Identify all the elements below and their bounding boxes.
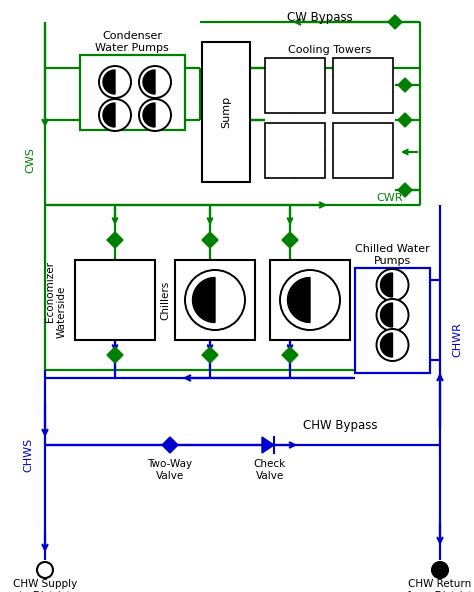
Bar bbox=[202, 42, 250, 182]
Text: CHW Return
from District: CHW Return from District bbox=[407, 579, 473, 592]
Text: Two-Way
Valve: Two-Way Valve bbox=[147, 459, 192, 481]
Polygon shape bbox=[262, 437, 274, 453]
Polygon shape bbox=[202, 347, 218, 355]
Circle shape bbox=[139, 99, 171, 131]
Polygon shape bbox=[398, 113, 412, 120]
Text: Chilled Water
Pumps: Chilled Water Pumps bbox=[355, 244, 430, 266]
Polygon shape bbox=[381, 333, 392, 357]
Polygon shape bbox=[202, 232, 218, 240]
Polygon shape bbox=[103, 70, 115, 94]
Circle shape bbox=[139, 66, 171, 98]
Polygon shape bbox=[388, 22, 402, 29]
Polygon shape bbox=[202, 240, 218, 248]
Polygon shape bbox=[282, 355, 298, 363]
Bar bbox=[333, 123, 393, 178]
Circle shape bbox=[99, 66, 131, 98]
Text: CWS: CWS bbox=[25, 147, 35, 173]
Polygon shape bbox=[162, 445, 178, 453]
Circle shape bbox=[99, 99, 131, 131]
Polygon shape bbox=[143, 103, 155, 127]
Text: Check
Valve: Check Valve bbox=[254, 459, 286, 481]
Text: CW Bypass: CW Bypass bbox=[287, 11, 353, 24]
Circle shape bbox=[376, 329, 409, 361]
Bar bbox=[265, 123, 325, 178]
Polygon shape bbox=[381, 273, 392, 297]
Bar bbox=[75, 260, 155, 340]
Polygon shape bbox=[398, 120, 412, 127]
Circle shape bbox=[185, 270, 245, 330]
Circle shape bbox=[280, 270, 340, 330]
Bar bbox=[80, 55, 185, 130]
Text: Sump: Sump bbox=[221, 96, 231, 128]
Text: CHW Supply
to District: CHW Supply to District bbox=[13, 579, 77, 592]
Bar bbox=[355, 268, 430, 373]
Text: Chillers: Chillers bbox=[160, 281, 170, 320]
Text: CHWS: CHWS bbox=[23, 438, 33, 472]
Bar bbox=[265, 58, 325, 113]
Circle shape bbox=[432, 562, 448, 578]
Polygon shape bbox=[282, 347, 298, 355]
Text: Condenser
Water Pumps: Condenser Water Pumps bbox=[95, 31, 169, 53]
Circle shape bbox=[376, 269, 409, 301]
Text: Economizer: Economizer bbox=[45, 262, 55, 323]
Text: Cooling Towers: Cooling Towers bbox=[288, 45, 372, 55]
Polygon shape bbox=[398, 78, 412, 85]
Polygon shape bbox=[103, 103, 115, 127]
Text: CWR: CWR bbox=[377, 193, 403, 203]
Polygon shape bbox=[398, 85, 412, 92]
Polygon shape bbox=[107, 355, 123, 363]
Polygon shape bbox=[107, 240, 123, 248]
Bar bbox=[270, 260, 350, 340]
Text: Waterside: Waterside bbox=[57, 286, 67, 338]
Text: CHWR: CHWR bbox=[452, 323, 462, 358]
Text: CHW Bypass: CHW Bypass bbox=[303, 419, 377, 432]
Polygon shape bbox=[162, 437, 178, 445]
Polygon shape bbox=[388, 15, 402, 22]
Polygon shape bbox=[143, 70, 155, 94]
Polygon shape bbox=[107, 232, 123, 240]
Bar bbox=[175, 260, 255, 340]
Circle shape bbox=[376, 299, 409, 331]
Polygon shape bbox=[398, 190, 412, 197]
Polygon shape bbox=[107, 347, 123, 355]
Polygon shape bbox=[192, 278, 215, 323]
Polygon shape bbox=[398, 183, 412, 190]
Polygon shape bbox=[282, 240, 298, 248]
Polygon shape bbox=[288, 278, 310, 323]
Polygon shape bbox=[381, 303, 392, 327]
Polygon shape bbox=[202, 355, 218, 363]
Bar bbox=[333, 58, 393, 113]
Polygon shape bbox=[282, 232, 298, 240]
